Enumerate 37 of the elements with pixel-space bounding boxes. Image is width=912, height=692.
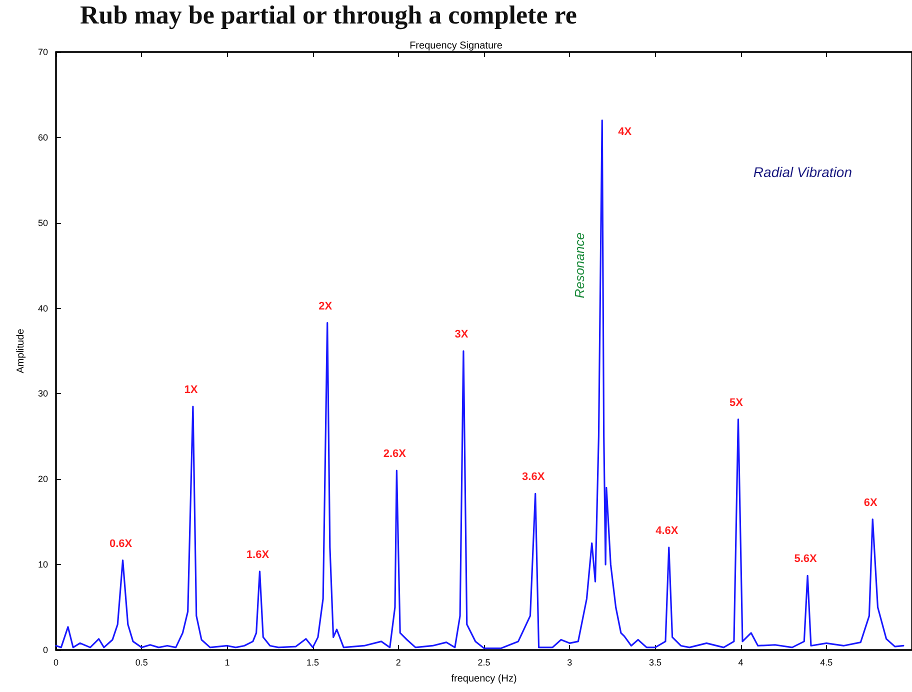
y-tick-label: 50 bbox=[38, 218, 48, 228]
y-tick-label: 70 bbox=[38, 47, 48, 57]
x-axis-title: frequency (Hz) bbox=[451, 674, 517, 684]
annotation: 3X bbox=[454, 328, 469, 340]
annotation: 3.6X bbox=[522, 471, 546, 484]
chart-title: Frequency Signature bbox=[410, 40, 503, 52]
annotation: 5.6X bbox=[794, 553, 818, 566]
y-tick-label: 60 bbox=[38, 132, 48, 142]
annotation: 4X bbox=[618, 126, 632, 138]
y-tick-label: 0 bbox=[42, 645, 48, 655]
x-tick-label: 2 bbox=[396, 658, 401, 668]
x-tick-label: 0 bbox=[53, 658, 59, 668]
x-tick-label: 1 bbox=[224, 658, 230, 668]
annotation: 5X bbox=[730, 396, 744, 409]
annotation: 1.6X bbox=[246, 548, 270, 561]
x-tick-label: 4.5 bbox=[820, 658, 833, 668]
x-tick-label: 0.5 bbox=[135, 658, 148, 668]
annotation: Resonance bbox=[572, 232, 588, 298]
annotation: 0.6X bbox=[109, 538, 133, 550]
y-tick-label: 40 bbox=[38, 303, 48, 314]
x-tick-label: 3.5 bbox=[648, 658, 662, 668]
annotation: 2.6X bbox=[383, 448, 407, 460]
x-tick-label: 4 bbox=[738, 658, 744, 668]
y-tick-label: 10 bbox=[38, 560, 48, 570]
y-tick-label: 20 bbox=[38, 474, 48, 484]
x-tick-label: 1.5 bbox=[306, 658, 320, 668]
y-axis-title: Amplitude bbox=[16, 328, 26, 374]
x-tick-label: 3 bbox=[567, 658, 572, 668]
annotation: 1X bbox=[184, 384, 198, 396]
y-tick-label: 30 bbox=[38, 388, 48, 399]
text: Rub may be partial or through a complete re bbox=[80, 0, 577, 30]
x-tick-label: 2.5 bbox=[478, 658, 490, 668]
annotation: 2X bbox=[318, 300, 333, 312]
annotation: 6X bbox=[864, 496, 878, 509]
annotation: Radial Vibration bbox=[753, 164, 852, 180]
annotation: 4.6X bbox=[656, 524, 679, 537]
line-series bbox=[55, 120, 904, 650]
